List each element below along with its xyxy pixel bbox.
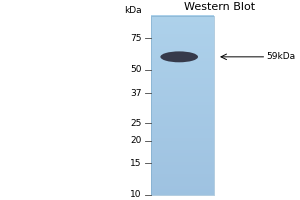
Bar	[151, 27, 214, 31]
Bar	[151, 182, 214, 186]
Bar	[151, 42, 214, 46]
Text: 37: 37	[130, 89, 142, 98]
Bar	[151, 84, 214, 87]
Bar	[151, 66, 214, 70]
Text: 20: 20	[130, 136, 142, 145]
Bar	[151, 45, 214, 49]
Text: 15: 15	[130, 159, 142, 168]
Bar	[151, 117, 214, 120]
Ellipse shape	[160, 51, 198, 62]
Bar	[151, 170, 214, 174]
Bar	[151, 126, 214, 129]
Bar	[151, 120, 214, 123]
Bar	[151, 176, 214, 180]
Bar	[151, 16, 214, 195]
Text: 75: 75	[130, 34, 142, 43]
Bar	[151, 30, 214, 34]
Bar	[151, 150, 214, 153]
Bar	[151, 132, 214, 135]
Text: Western Blot: Western Blot	[184, 2, 256, 12]
Bar	[151, 111, 214, 114]
Bar	[151, 108, 214, 111]
Bar	[151, 185, 214, 189]
Bar	[151, 93, 214, 96]
Bar	[151, 173, 214, 177]
Bar	[151, 21, 214, 25]
Text: 25: 25	[130, 119, 142, 128]
Bar	[151, 87, 214, 90]
Bar	[151, 158, 214, 162]
Bar	[151, 18, 214, 22]
Bar	[151, 36, 214, 40]
Bar	[151, 135, 214, 138]
Text: 59kDa: 59kDa	[266, 52, 296, 61]
Bar	[151, 33, 214, 37]
Bar	[151, 78, 214, 81]
Bar	[151, 138, 214, 141]
Bar	[151, 81, 214, 84]
Bar	[151, 72, 214, 75]
Bar	[151, 141, 214, 144]
Bar	[151, 102, 214, 105]
Text: 50: 50	[130, 65, 142, 74]
Bar	[151, 105, 214, 108]
Bar	[151, 153, 214, 156]
Bar	[151, 179, 214, 183]
Bar	[151, 147, 214, 150]
Text: 10: 10	[130, 190, 142, 199]
Bar	[151, 167, 214, 171]
Bar	[151, 24, 214, 28]
Bar	[151, 15, 214, 19]
Bar	[151, 191, 214, 195]
Bar	[151, 39, 214, 43]
Text: kDa: kDa	[124, 6, 142, 15]
Bar	[151, 114, 214, 117]
Bar	[151, 75, 214, 78]
Bar	[151, 51, 214, 55]
Bar	[151, 123, 214, 126]
Bar	[151, 54, 214, 58]
Bar	[151, 90, 214, 93]
Bar	[151, 129, 214, 132]
Bar	[151, 48, 214, 52]
Bar	[151, 96, 214, 99]
Bar	[151, 161, 214, 165]
Bar	[151, 155, 214, 159]
Bar	[151, 69, 214, 72]
Bar	[151, 164, 214, 168]
Bar	[151, 144, 214, 147]
Bar	[151, 63, 214, 67]
Bar	[151, 60, 214, 64]
Bar	[151, 99, 214, 102]
Bar	[151, 188, 214, 192]
Bar	[151, 57, 214, 61]
